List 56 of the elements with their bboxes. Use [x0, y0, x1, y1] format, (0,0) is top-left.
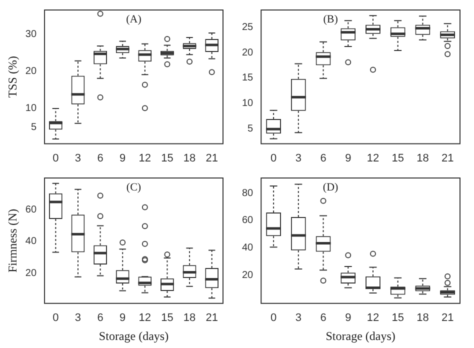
x-tick-label: 12 — [366, 312, 380, 324]
x-tick-label: 15 — [161, 312, 174, 324]
y-tick-label: 10 — [25, 103, 37, 114]
chart-title: (C) — [126, 181, 142, 194]
x-tick-label: 21 — [441, 312, 454, 324]
x-tick-label: 6 — [320, 152, 326, 164]
x-tick-label: 18 — [416, 152, 429, 164]
y-tick-label: 40 — [242, 242, 254, 254]
x-axis-title: Storage (days) — [98, 328, 169, 343]
y-tick-label: 15 — [242, 72, 254, 84]
x-tick-label: 3 — [295, 312, 302, 324]
y-tick-label: 5 — [30, 122, 37, 133]
chart-title: (B) — [323, 13, 338, 26]
x-tick-label: 15 — [392, 152, 404, 164]
x-tick-label: 15 — [161, 152, 174, 164]
y-axis-title: Firmness (N) — [5, 208, 20, 273]
chart-title: (A) — [126, 13, 142, 26]
x-tick-label: 0 — [270, 312, 277, 324]
x-tick-label: 15 — [392, 312, 404, 324]
y-tick-label: 20 — [242, 47, 254, 58]
x-tick-label: 12 — [366, 152, 380, 164]
x-tick-label: 12 — [138, 312, 152, 324]
x-tick-label: 18 — [183, 152, 196, 164]
y-tick-label: 25 — [242, 22, 254, 33]
x-tick-label: 9 — [120, 312, 126, 324]
x-tick-label: 3 — [295, 152, 302, 164]
y-tick-label: 60 — [25, 204, 37, 216]
y-tick-label: 20 — [25, 66, 37, 78]
x-tick-label: 0 — [270, 152, 277, 164]
x-tick-label: 18 — [416, 312, 429, 324]
y-tick-label: 80 — [242, 188, 254, 199]
x-tick-label: 3 — [74, 312, 82, 324]
x-tick-label: 6 — [97, 312, 104, 324]
x-tick-label: 21 — [441, 152, 454, 164]
x-axis-title: Storage (days) — [326, 328, 396, 343]
x-tick-label: 3 — [74, 152, 82, 164]
y-tick-label: 5 — [248, 123, 254, 134]
x-tick-label: 0 — [52, 312, 59, 324]
y-tick-label: 20 — [242, 270, 254, 282]
x-tick-label: 9 — [345, 152, 352, 164]
x-tick-label: 0 — [52, 152, 59, 164]
x-tick-label: 9 — [345, 312, 352, 324]
x-tick-label: 6 — [320, 312, 326, 324]
y-axis-title: TSS (%) — [5, 56, 20, 98]
x-tick-label: 21 — [206, 312, 218, 324]
x-tick-label: 12 — [138, 152, 152, 164]
chart-title: (D) — [322, 181, 339, 194]
x-tick-label: 9 — [120, 152, 126, 164]
y-tick-label: 20 — [25, 268, 37, 279]
y-tick-label: 40 — [25, 236, 37, 248]
y-tick-label: 10 — [242, 98, 254, 110]
x-tick-label: 21 — [206, 152, 218, 164]
y-tick-label: 60 — [242, 215, 254, 226]
x-tick-label: 18 — [183, 312, 196, 324]
x-tick-label: 6 — [97, 152, 104, 164]
y-tick-label: 30 — [25, 28, 37, 40]
